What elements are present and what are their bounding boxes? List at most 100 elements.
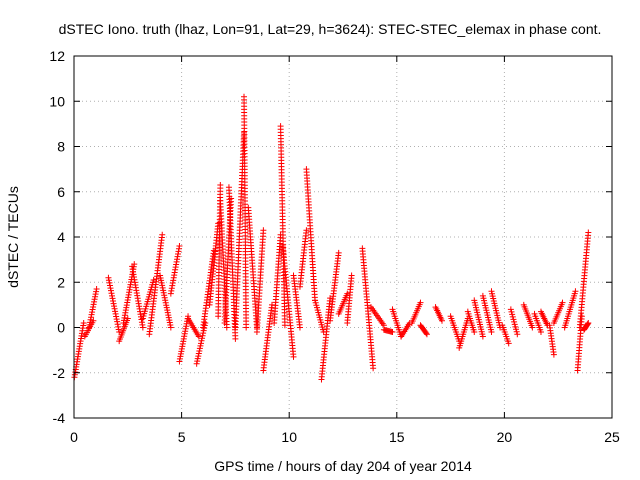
arc bbox=[464, 308, 478, 336]
plus-marker bbox=[312, 297, 327, 336]
plus-marker bbox=[520, 301, 536, 331]
y-tick-label: 12 bbox=[49, 48, 65, 64]
plus-marker bbox=[367, 304, 387, 329]
arc bbox=[367, 304, 387, 329]
axis-ticks: 0 5 10 15 20 25 -4 -2 0 2 4 6 8 10 12 bbox=[49, 48, 620, 445]
plus-marker bbox=[225, 184, 239, 342]
arc bbox=[129, 263, 146, 331]
arc bbox=[290, 272, 303, 331]
plus-marker bbox=[157, 272, 174, 331]
chart-title: dSTEC Iono. truth (lhaz, Lon=91, Lat=29,… bbox=[59, 21, 602, 37]
arc bbox=[318, 295, 334, 383]
plus-marker bbox=[546, 322, 557, 358]
plus-marker bbox=[432, 304, 445, 324]
plus-marker bbox=[303, 166, 319, 304]
x-tick-label: 15 bbox=[389, 429, 405, 445]
y-tick-label: 6 bbox=[57, 184, 65, 200]
arc bbox=[417, 322, 430, 338]
arc bbox=[260, 301, 275, 374]
x-tick-label: 20 bbox=[497, 429, 513, 445]
plus-marker bbox=[86, 286, 100, 331]
plus-marker bbox=[335, 290, 351, 317]
y-tick-label: -4 bbox=[53, 410, 66, 426]
plus-marker bbox=[241, 93, 250, 331]
arc bbox=[245, 204, 260, 331]
plus-marker bbox=[215, 181, 224, 320]
plus-marker bbox=[464, 308, 478, 336]
plus-marker bbox=[456, 315, 471, 351]
arc bbox=[488, 288, 504, 331]
arc bbox=[447, 313, 463, 345]
plus-marker bbox=[139, 276, 157, 322]
plus-marker bbox=[408, 299, 424, 326]
arc bbox=[176, 313, 192, 365]
arc bbox=[380, 326, 396, 336]
x-tick-label: 10 bbox=[281, 429, 297, 445]
arc bbox=[225, 184, 239, 342]
plus-marker bbox=[550, 299, 566, 326]
plus-marker bbox=[146, 231, 166, 338]
arc bbox=[456, 315, 471, 351]
plus-marker bbox=[253, 227, 267, 336]
arc bbox=[550, 299, 566, 326]
y-tick-label: 10 bbox=[49, 93, 65, 109]
arc bbox=[200, 247, 217, 331]
plus-marker bbox=[318, 295, 334, 383]
arc bbox=[157, 272, 174, 331]
plus-marker bbox=[129, 263, 146, 331]
plus-marker bbox=[507, 306, 521, 338]
plus-marker bbox=[344, 272, 355, 326]
arc bbox=[241, 93, 250, 331]
arc bbox=[139, 276, 157, 322]
x-axis-label: GPS time / hours of day 204 of year 2014 bbox=[214, 458, 472, 474]
plus-marker bbox=[380, 326, 396, 336]
y-tick-label: 8 bbox=[57, 139, 65, 155]
arc bbox=[105, 274, 123, 336]
plus-marker bbox=[176, 313, 192, 365]
plus-marker bbox=[296, 227, 310, 290]
plus-marker bbox=[245, 204, 260, 331]
x-tick-label: 25 bbox=[604, 429, 620, 445]
arc bbox=[432, 304, 445, 324]
plus-marker bbox=[279, 243, 297, 360]
grid bbox=[74, 56, 612, 418]
arc bbox=[253, 227, 267, 336]
plus-marker bbox=[499, 322, 512, 347]
arc bbox=[471, 297, 486, 340]
arc bbox=[335, 290, 351, 317]
x-tick-label: 5 bbox=[178, 429, 186, 445]
arc bbox=[389, 306, 405, 340]
plus-marker bbox=[488, 288, 504, 331]
plus-marker bbox=[120, 261, 138, 326]
arc bbox=[546, 322, 557, 358]
plus-marker bbox=[327, 249, 342, 324]
plus-marker bbox=[531, 310, 544, 336]
plus-marker bbox=[290, 272, 303, 331]
plus-marker bbox=[105, 274, 123, 336]
x-tick-label: 0 bbox=[70, 429, 78, 445]
arc bbox=[185, 315, 202, 340]
plus-marker bbox=[167, 243, 183, 297]
arc bbox=[408, 299, 424, 326]
arc bbox=[327, 249, 342, 324]
arc bbox=[271, 231, 284, 326]
arc bbox=[561, 288, 579, 331]
plus-marker bbox=[417, 322, 430, 338]
arc bbox=[576, 229, 592, 331]
arc bbox=[193, 319, 209, 367]
y-tick-label: 2 bbox=[57, 274, 65, 290]
y-tick-label: 4 bbox=[57, 229, 65, 245]
arc bbox=[146, 231, 166, 338]
arc bbox=[303, 166, 319, 304]
plus-marker bbox=[260, 301, 275, 374]
arc bbox=[279, 243, 297, 360]
plus-marker bbox=[271, 231, 284, 326]
arc bbox=[344, 272, 355, 326]
arc bbox=[359, 245, 377, 372]
arc bbox=[581, 319, 592, 333]
arc bbox=[507, 306, 521, 338]
plus-marker bbox=[471, 297, 486, 340]
arc bbox=[86, 286, 100, 331]
arc bbox=[215, 181, 224, 320]
plus-marker bbox=[479, 292, 495, 336]
